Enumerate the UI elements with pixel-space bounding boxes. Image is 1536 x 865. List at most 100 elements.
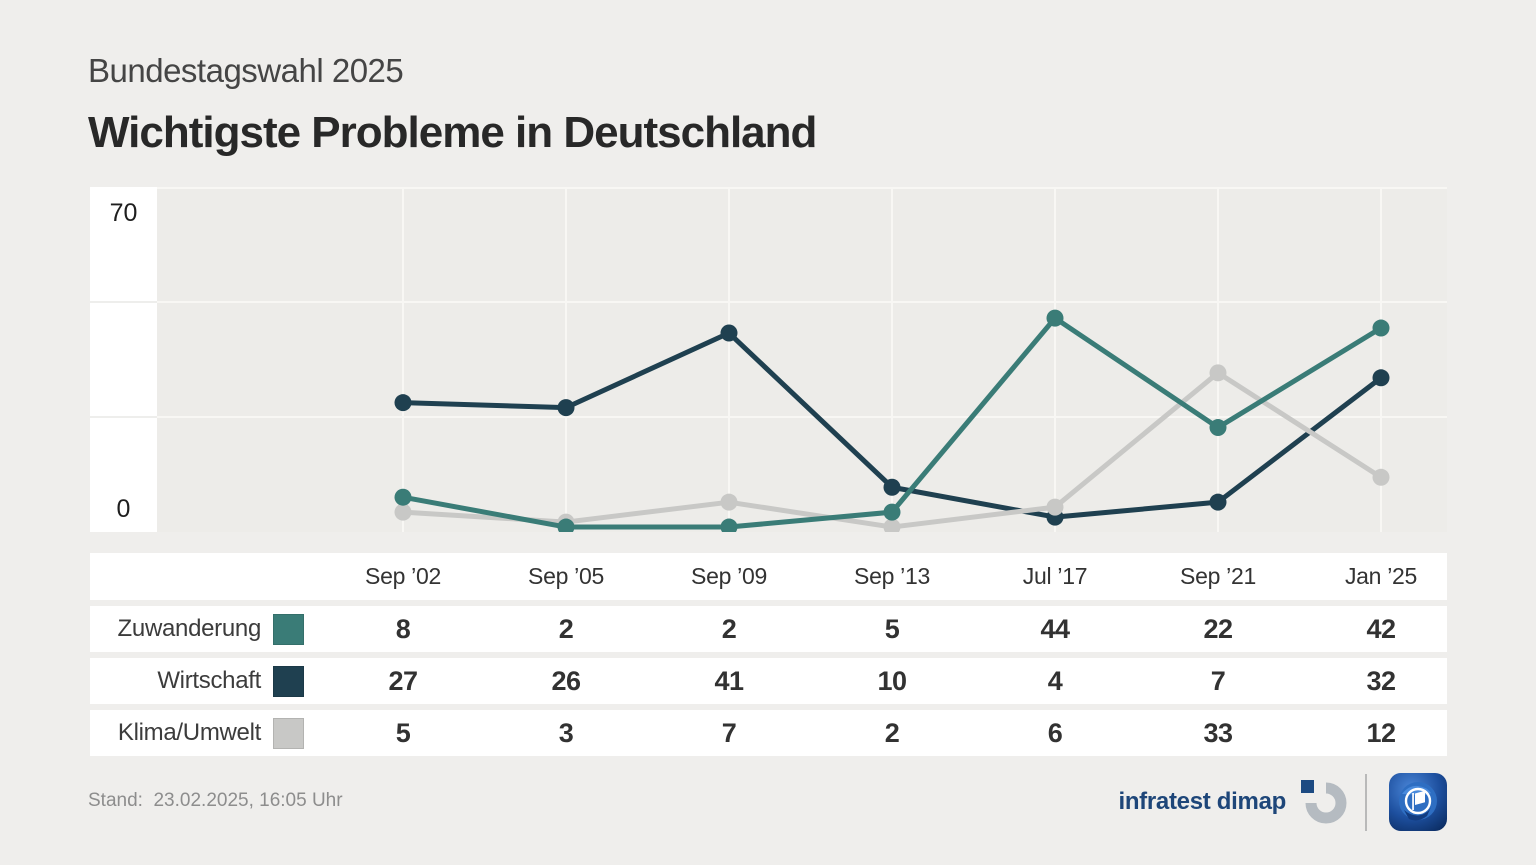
value-text: 3: [558, 717, 574, 748]
value-cell: 7: [649, 710, 809, 756]
value-text: 2: [884, 717, 900, 748]
value-text: 6: [1047, 717, 1063, 748]
value-cell: 4: [975, 658, 1135, 704]
value-cell: 44: [975, 606, 1135, 652]
series-wirtschaft: [394, 324, 1390, 526]
column-header: Sep ’05: [486, 553, 646, 600]
value-cell: 32: [1301, 658, 1461, 704]
value-text: 5: [884, 613, 900, 644]
value-cell: 5: [812, 606, 972, 652]
page-title: Wichtigste Probleme in Deutschland: [88, 108, 817, 157]
value-cell: 22: [1138, 606, 1298, 652]
data-point: [394, 394, 412, 412]
data-point: [720, 324, 738, 342]
value-cell: 33: [1138, 710, 1298, 756]
data-point: [1372, 319, 1390, 337]
value-text: 7: [1210, 665, 1226, 696]
data-point: [557, 518, 575, 532]
column-header: Jul ’17: [975, 553, 1135, 600]
series-zuwanderung: [394, 309, 1390, 532]
y-axis-tick-min: 0: [116, 495, 131, 523]
data-point: [1209, 419, 1227, 437]
infratest-dimap-label: infratest dimap: [1118, 788, 1286, 815]
value-text: 4: [1047, 665, 1063, 696]
table-row-zuwanderung: Zuwanderung 8 2 2 5 44 22 42: [90, 606, 1447, 652]
value-text: 32: [1366, 665, 1396, 696]
plot-background: [157, 187, 1447, 532]
column-header-label: Sep ’05: [528, 563, 604, 589]
legend-cell: Wirtschaft: [90, 658, 322, 704]
legend-label: Klima/Umwelt: [117, 719, 261, 746]
value-text: 5: [395, 717, 411, 748]
value-text: 33: [1203, 717, 1233, 748]
value-text: 42: [1366, 613, 1396, 644]
line-chart-plot: [90, 187, 1447, 532]
column-header-label: Sep ’09: [691, 563, 767, 589]
value-cell: 42: [1301, 606, 1461, 652]
value-cell: 41: [649, 658, 809, 704]
data-point: [394, 503, 412, 521]
value-text: 2: [721, 613, 737, 644]
table-row-wirtschaft: Wirtschaft 27 26 41 10 4 7 32: [90, 658, 1447, 704]
value-cell: 5: [323, 710, 483, 756]
data-point: [394, 488, 412, 506]
column-header-label: Sep ’02: [365, 563, 441, 589]
column-header: Sep ’13: [812, 553, 972, 600]
stand-timestamp: Stand: 23.02.2025, 16:05 Uhr: [88, 790, 343, 811]
column-header: Jan ’25: [1301, 553, 1461, 600]
value-cell: 2: [649, 606, 809, 652]
legend-swatch: [273, 613, 304, 645]
ard-globe-logo-icon: [1389, 773, 1447, 831]
data-point: [883, 503, 901, 521]
data-point: [1046, 309, 1064, 327]
value-text: 27: [388, 665, 418, 696]
value-cell: 2: [812, 710, 972, 756]
column-header: Sep ’21: [1138, 553, 1298, 600]
value-cell: 10: [812, 658, 972, 704]
value-cell: 6: [975, 710, 1135, 756]
legend-cell: Klima/Umwelt: [90, 710, 322, 756]
y-axis-label-column: [90, 187, 157, 532]
value-cell: 3: [486, 710, 646, 756]
data-point: [720, 493, 738, 511]
branding-bar: infratest dimap: [1060, 770, 1447, 834]
table-header-row: Sep ’02 Sep ’05 Sep ’09 Sep ’13 Jul ’17 Sep ’…: [90, 553, 1447, 600]
legend-cell: Zuwanderung: [90, 606, 322, 652]
value-text: 7: [721, 717, 737, 748]
data-point: [1372, 369, 1390, 387]
value-text: 26: [551, 665, 581, 696]
infratest-dimap-logo-icon: [1301, 780, 1347, 824]
column-header-label: Sep ’21: [1180, 563, 1256, 589]
page-subtitle: Bundestagswahl 2025: [88, 52, 404, 89]
data-point: [720, 518, 738, 532]
value-text: 22: [1203, 613, 1233, 644]
data-point: [883, 518, 901, 532]
legend-swatch: [273, 665, 304, 697]
y-axis-tick-max: 70: [109, 199, 138, 227]
values-table: Sep ’02 Sep ’05 Sep ’09 Sep ’13 Jul ’17 Sep ’…: [90, 553, 1447, 756]
data-point: [1372, 468, 1390, 486]
data-point: [1046, 498, 1064, 516]
value-text: 44: [1040, 613, 1070, 644]
legend-label: Zuwanderung: [117, 615, 262, 642]
legend-label: Wirtschaft: [157, 667, 261, 694]
table-row-klima-umwelt: Klima/Umwelt 5 3 7 2 6 33 12: [90, 710, 1447, 756]
legend-swatch: [273, 717, 304, 749]
data-point: [1209, 493, 1227, 511]
value-cell: 2: [486, 606, 646, 652]
column-header-label: Jul ’17: [1022, 563, 1088, 589]
value-cell: 27: [323, 658, 483, 704]
value-text: 41: [714, 665, 744, 696]
data-point: [883, 478, 901, 496]
value-text: 8: [395, 613, 411, 644]
value-text: 12: [1366, 717, 1396, 748]
value-cell: 8: [323, 606, 483, 652]
column-header: Sep ’02: [323, 553, 483, 600]
divider: [1365, 773, 1367, 831]
value-cell: 26: [486, 658, 646, 704]
column-header-label: Jan ’25: [1344, 563, 1418, 589]
value-cell: 12: [1301, 710, 1461, 756]
column-header-label: Sep ’13: [854, 563, 930, 589]
column-header: Sep ’09: [649, 553, 809, 600]
